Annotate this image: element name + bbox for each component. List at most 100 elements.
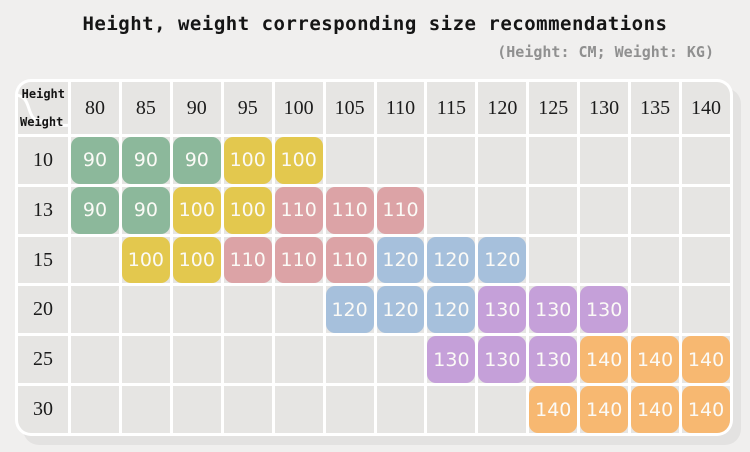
row-header-30: 30 — [18, 386, 68, 433]
column-header-100: 100 — [274, 82, 323, 134]
size-cell-h80-w13: 90 — [71, 186, 119, 234]
size-cell-h115-w20: 120 — [427, 286, 476, 334]
empty-cell-h90-w25 — [172, 336, 221, 384]
size-value: 130 — [478, 336, 527, 384]
page-title: Height, weight corresponding size recomm… — [82, 13, 668, 35]
empty-cell-h110-w10 — [376, 137, 425, 184]
corner-weight-label: Weight — [20, 115, 64, 129]
size-value: 110 — [325, 186, 374, 234]
size-cell-h105-w15: 110 — [325, 236, 374, 284]
size-cell-h135-w25: 140 — [631, 336, 680, 384]
size-cell-h85-w13: 90 — [121, 186, 170, 234]
empty-cell-h130-w13 — [580, 186, 629, 234]
column-header-130: 130 — [580, 82, 629, 134]
size-grid: Height Weight 80 85 90 95 100 105 110 115 120 125… — [18, 82, 730, 433]
size-cell-h125-w20: 130 — [529, 286, 578, 334]
empty-cell-h120-w10 — [478, 137, 527, 184]
empty-cell-h85-w30 — [121, 386, 170, 433]
size-value: 140 — [580, 386, 629, 433]
size-value: 130 — [478, 286, 527, 334]
size-value: 130 — [427, 336, 476, 384]
size-value: 110 — [223, 236, 272, 284]
size-cell-h110-w13: 110 — [376, 186, 425, 234]
size-value: 140 — [580, 336, 629, 384]
empty-cell-h135-w10 — [631, 137, 680, 184]
size-cell-h140-w30: 140 — [682, 386, 730, 433]
empty-cell-h110-w25 — [376, 336, 425, 384]
units-note: (Height: CM; Weight: KG) — [497, 43, 714, 61]
size-value: 130 — [529, 286, 578, 334]
size-value: 100 — [223, 137, 272, 184]
size-value: 100 — [172, 236, 221, 284]
size-cell-h125-w25: 130 — [529, 336, 578, 384]
empty-cell-h80-w30 — [71, 386, 119, 433]
size-cell-h100-w15: 110 — [274, 236, 323, 284]
empty-cell-h105-w30 — [325, 386, 374, 433]
empty-cell-h115-w10 — [427, 137, 476, 184]
size-value: 110 — [274, 236, 323, 284]
column-header-110: 110 — [376, 82, 425, 134]
size-value: 100 — [121, 236, 170, 284]
column-header-85: 85 — [121, 82, 170, 134]
size-value: 100 — [274, 137, 323, 184]
size-cell-h110-w20: 120 — [376, 286, 425, 334]
size-cell-h85-w15: 100 — [121, 236, 170, 284]
size-cell-h80-w10: 90 — [71, 137, 119, 184]
size-cell-h135-w30: 140 — [631, 386, 680, 433]
empty-cell-h85-w25 — [121, 336, 170, 384]
empty-cell-h85-w20 — [121, 286, 170, 334]
size-cell-h130-w25: 140 — [580, 336, 629, 384]
column-header-115: 115 — [427, 82, 476, 134]
size-value: 140 — [529, 386, 578, 433]
size-cell-h125-w30: 140 — [529, 386, 578, 433]
empty-cell-h140-w15 — [682, 236, 730, 284]
size-cell-h120-w15: 120 — [478, 236, 527, 284]
size-cell-h120-w20: 130 — [478, 286, 527, 334]
size-value: 120 — [478, 236, 527, 284]
size-value: 120 — [376, 286, 425, 334]
size-cell-h90-w15: 100 — [172, 236, 221, 284]
size-cell-h140-w25: 140 — [682, 336, 730, 384]
size-value: 140 — [631, 336, 680, 384]
empty-cell-h130-w10 — [580, 137, 629, 184]
size-value: 130 — [580, 286, 629, 334]
column-header-125: 125 — [529, 82, 578, 134]
empty-cell-h125-w10 — [529, 137, 578, 184]
column-header-90: 90 — [172, 82, 221, 134]
size-value: 120 — [325, 286, 374, 334]
size-cell-h105-w13: 110 — [325, 186, 374, 234]
size-cell-h110-w15: 120 — [376, 236, 425, 284]
empty-cell-h90-w30 — [172, 386, 221, 433]
empty-cell-h100-w25 — [274, 336, 323, 384]
size-cell-h100-w13: 110 — [274, 186, 323, 234]
column-header-135: 135 — [631, 82, 680, 134]
size-value: 90 — [172, 137, 221, 184]
corner-height-label: Height — [21, 87, 65, 101]
size-value: 110 — [376, 186, 425, 234]
size-value: 120 — [376, 236, 425, 284]
empty-cell-h80-w20 — [71, 286, 119, 334]
empty-cell-h140-w13 — [682, 186, 730, 234]
empty-cell-h125-w13 — [529, 186, 578, 234]
size-chart: Height Weight 80 85 90 95 100 105 110 115 120 125… — [15, 79, 733, 436]
empty-cell-h130-w15 — [580, 236, 629, 284]
size-value: 140 — [682, 336, 730, 384]
size-value: 100 — [172, 186, 221, 234]
empty-cell-h90-w20 — [172, 286, 221, 334]
size-value: 140 — [631, 386, 680, 433]
empty-cell-h140-w10 — [682, 137, 730, 184]
empty-cell-h140-w20 — [682, 286, 730, 334]
row-header-10: 10 — [18, 137, 68, 184]
empty-cell-h80-w15 — [71, 236, 119, 284]
size-value: 140 — [682, 386, 730, 433]
size-value: 90 — [71, 137, 119, 184]
row-header-13: 13 — [18, 186, 68, 234]
empty-cell-h120-w13 — [478, 186, 527, 234]
empty-cell-h135-w20 — [631, 286, 680, 334]
empty-cell-h105-w10 — [325, 137, 374, 184]
size-cell-h95-w10: 100 — [223, 137, 272, 184]
size-cell-h90-w13: 100 — [172, 186, 221, 234]
size-value: 100 — [223, 186, 272, 234]
size-cell-h130-w30: 140 — [580, 386, 629, 433]
empty-cell-h100-w30 — [274, 386, 323, 433]
